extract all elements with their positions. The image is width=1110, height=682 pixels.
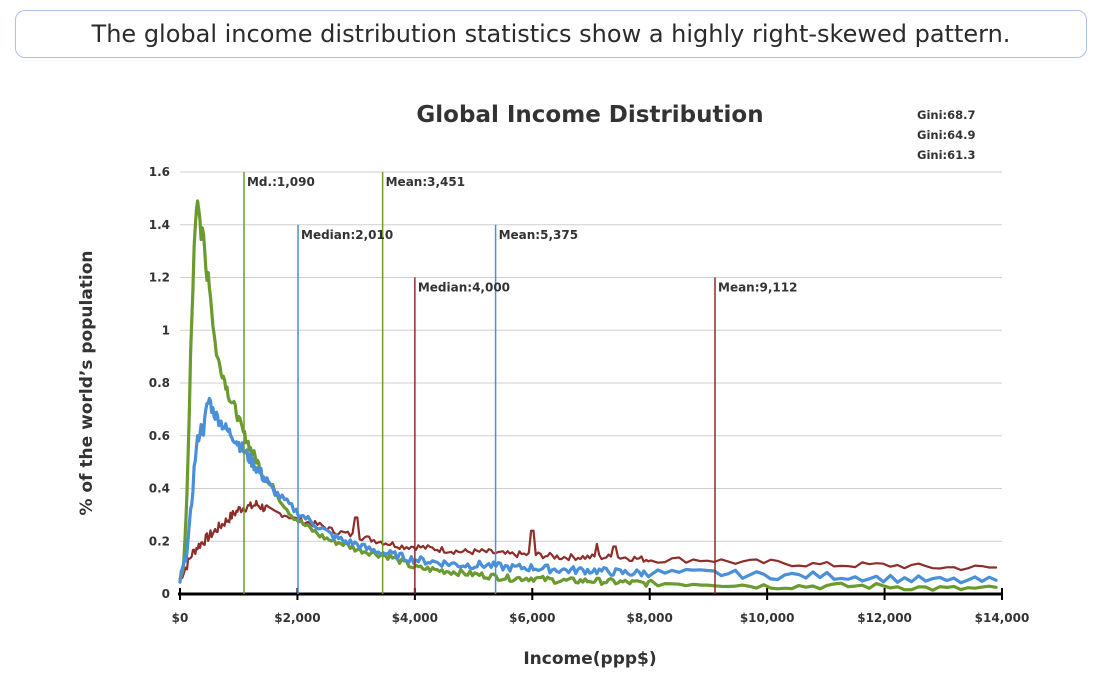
reference-label: Mean:5,375 [499,228,578,242]
caption-box: The global income distribution statistic… [15,10,1087,58]
reference-label: Median:4,000 [418,281,510,295]
x-tick-label: $0 [172,611,189,625]
reference-label: Mean:3,451 [386,175,465,189]
x-tick-label: $10,000 [740,611,795,625]
y-tick-label: 0.4 [149,482,170,496]
caption-text: The global income distribution statistic… [91,20,1011,48]
y-axis-label: % of the world’s population [77,250,97,515]
x-axis-label: Income(ppp$) [523,649,656,669]
x-tick-label: $14,000 [975,611,1030,625]
x-tick-label: $8,000 [627,611,673,625]
reference-label: Mean:9,112 [718,281,797,295]
x-tick-label: $6,000 [509,611,555,625]
y-tick-label: 0.2 [149,534,170,548]
gini-label: Gini:61.3 [917,148,975,162]
y-tick-label: 1.6 [149,165,170,179]
x-tick-label: $2,000 [274,611,320,625]
y-tick-label: 1 [162,323,170,337]
y-tick-label: 0.8 [149,376,170,390]
x-tick-label: $12,000 [857,611,912,625]
gini-label: Gini:64.9 [917,128,975,142]
series-line-2 [178,499,998,580]
gini-label: Gini:68.7 [917,108,975,122]
series-line-0 [178,199,998,592]
y-tick-label: 0 [162,587,170,601]
reference-label: Median:2,010 [301,228,393,242]
y-tick-label: 1.2 [149,271,170,285]
reference-label: Md.:1,090 [247,175,315,189]
chart-title: Global Income Distribution [416,102,763,128]
x-tick-label: $4,000 [392,611,438,625]
y-tick-label: 0.6 [149,429,170,443]
y-tick-label: 1.4 [149,218,170,232]
series-line-1 [178,396,998,585]
